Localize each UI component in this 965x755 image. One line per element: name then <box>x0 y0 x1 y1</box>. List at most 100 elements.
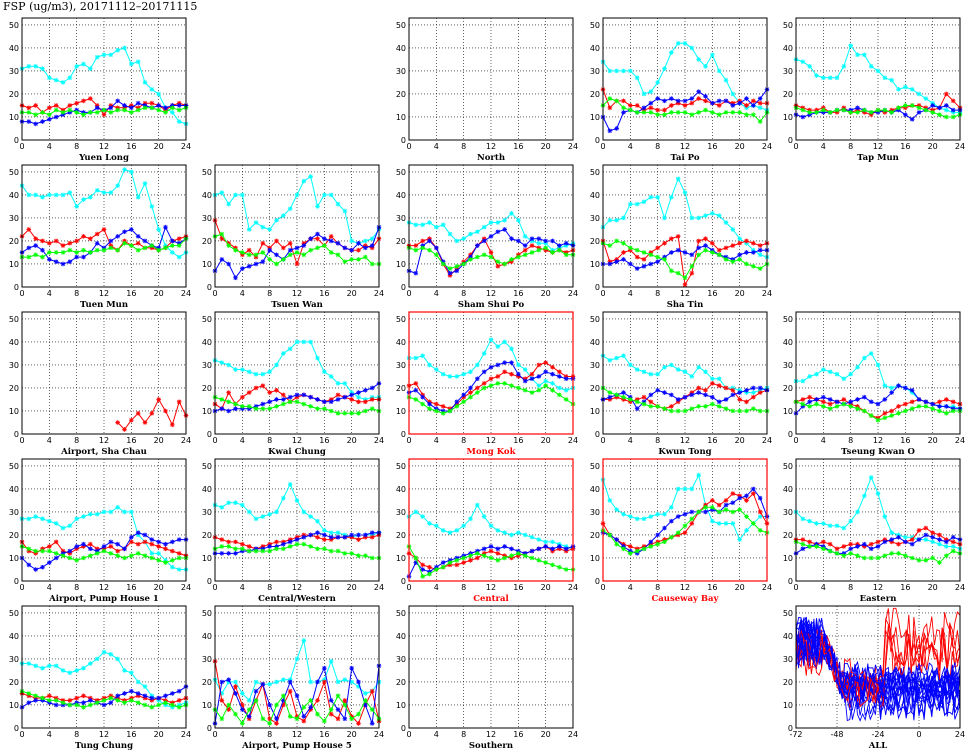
data-point <box>502 530 507 535</box>
data-point <box>550 371 555 377</box>
data-point <box>841 376 847 382</box>
x-tick-label: 4 <box>47 289 52 298</box>
data-point <box>33 64 38 69</box>
data-point <box>682 41 688 46</box>
x-tick-label: 8 <box>461 142 466 151</box>
data-point <box>737 537 742 542</box>
data-point <box>889 408 894 414</box>
data-point <box>129 534 134 540</box>
data-point <box>413 387 419 393</box>
x-tick-label: 12 <box>486 436 496 445</box>
data-point <box>219 679 225 685</box>
data-point <box>240 266 245 271</box>
data-point <box>226 677 231 682</box>
data-point <box>862 541 867 547</box>
data-point <box>301 718 307 724</box>
data-point <box>454 399 460 405</box>
data-point <box>440 410 446 416</box>
data-point <box>875 544 881 549</box>
data-point <box>716 247 722 253</box>
data-point <box>669 110 674 115</box>
data-point <box>875 68 881 74</box>
x-tick-label: 0 <box>406 730 411 739</box>
data-point <box>47 75 52 81</box>
data-point <box>848 399 853 405</box>
data-point <box>363 408 368 414</box>
y-tick-label: 30 <box>9 361 19 370</box>
data-point <box>550 381 555 386</box>
data-point <box>696 89 701 94</box>
data-point <box>226 551 231 556</box>
data-point <box>468 553 473 558</box>
data-point <box>550 364 555 370</box>
data-point <box>737 507 742 512</box>
data-point <box>757 96 763 101</box>
data-point <box>335 716 341 722</box>
data-point <box>149 551 155 556</box>
data-point <box>281 401 286 407</box>
y-tick-label: 40 <box>396 338 406 347</box>
data-point <box>550 539 555 545</box>
data-point <box>751 406 756 411</box>
data-point <box>475 229 480 235</box>
data-point <box>47 240 52 246</box>
panel-title: Tuen Mun <box>80 300 128 310</box>
data-point <box>516 371 521 377</box>
data-point <box>322 532 327 538</box>
data-point <box>930 555 935 561</box>
data-point <box>614 355 619 361</box>
data-point <box>60 668 66 673</box>
data-point <box>744 514 749 519</box>
data-point <box>226 500 231 506</box>
data-point <box>440 371 446 377</box>
data-point <box>176 243 182 248</box>
data-point <box>219 360 225 365</box>
y-tick-label: 10 <box>783 701 793 710</box>
data-point <box>74 110 79 115</box>
data-point <box>814 521 819 526</box>
data-point <box>488 250 494 255</box>
data-point <box>342 702 348 708</box>
data-point <box>675 247 681 253</box>
series-tseung-kwan-o-2 <box>793 383 963 416</box>
data-point <box>903 408 908 414</box>
y-tick-label: 30 <box>783 508 793 517</box>
data-point <box>240 192 245 198</box>
x-tick-label: 0 <box>600 436 605 445</box>
data-point <box>315 534 320 540</box>
data-point <box>903 84 908 90</box>
data-point <box>703 243 708 248</box>
data-point <box>944 544 949 549</box>
data-point <box>363 698 368 703</box>
data-point <box>88 511 93 517</box>
data-point <box>294 716 300 722</box>
data-point <box>923 404 929 409</box>
data-point <box>923 557 929 563</box>
data-point <box>176 119 182 124</box>
data-point <box>156 695 161 701</box>
y-tick-label: 20 <box>396 237 406 246</box>
y-tick-label: 20 <box>783 90 793 99</box>
data-point <box>322 192 327 198</box>
data-point <box>655 511 660 517</box>
data-point <box>301 178 307 184</box>
data-point <box>543 245 548 251</box>
data-point <box>260 548 266 554</box>
data-point <box>716 213 722 218</box>
data-point <box>607 532 613 538</box>
data-point <box>543 369 548 375</box>
data-point <box>634 399 640 405</box>
data-point <box>434 252 439 258</box>
data-point <box>156 551 161 556</box>
panel-frame <box>214 311 380 435</box>
y-tick-label: 40 <box>202 338 212 347</box>
x-tick-label: 4 <box>628 436 633 445</box>
x-tick-label: 0 <box>793 436 798 445</box>
y-tick-label: 0 <box>401 136 406 145</box>
y-tick-label: 30 <box>590 67 600 76</box>
y-tick-label: 40 <box>202 632 212 641</box>
x-tick-label: 0 <box>793 583 798 592</box>
